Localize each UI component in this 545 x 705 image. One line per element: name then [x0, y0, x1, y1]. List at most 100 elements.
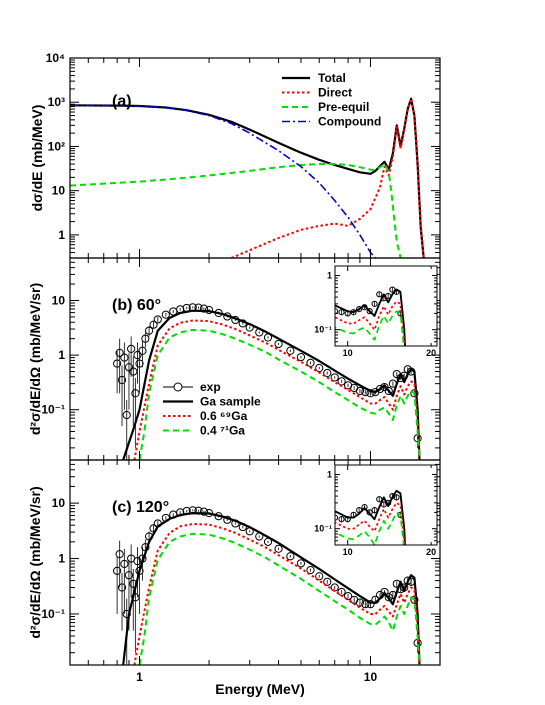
panel-a-y-tick-label: 10⁴ [46, 51, 65, 65]
inset-b-data-point [356, 306, 363, 313]
panel-b-y-tick-label: 10 [52, 293, 66, 307]
panel-a-tag: (a) [112, 93, 132, 110]
panel-a: 1 10 10² 10³ 10⁴ (a) dσ/dE (mb/MeV) TotalDirect… [29, 51, 441, 259]
panel-a-y-axis-title: dσ/dE (mb/MeV) [29, 105, 45, 212]
panel-b-data-point [117, 375, 127, 385]
inset-b-data-point [371, 300, 378, 307]
panel-c-data-point [343, 592, 353, 601]
inset-x-tick-label: 20 [426, 547, 436, 557]
panel-b-data-point [323, 368, 332, 378]
panel-c-data-point [117, 583, 127, 592]
panel-a-y-tick-label: 10³ [48, 95, 65, 109]
panel-c-data-point [306, 565, 315, 575]
panel-b-y-tick-label: 1 [58, 348, 65, 362]
panel-c-inset: 10 20 1 10⁻¹ [314, 464, 438, 557]
inset-b-data-point [366, 308, 373, 315]
inset-background [335, 266, 437, 346]
inset-b-series-total-line [335, 288, 406, 346]
panel-c-data-point [124, 571, 134, 580]
panel-b-series-total-line [122, 309, 421, 460]
panel-a-y-tick-label: 10² [48, 139, 65, 153]
legend-label-exp: exp [200, 380, 221, 394]
panel-b-y-axis-title: d²σ/dE/dΩ (mb/MeV/sr) [27, 283, 43, 435]
panel-b-series-preequil-line [138, 328, 421, 460]
panel-b-data-point [124, 363, 134, 372]
inset-y-tick-label: 10⁻¹ [314, 524, 332, 534]
legend-label-direct: Direct [318, 86, 352, 100]
inset-x-tick-label: 10 [343, 348, 353, 358]
inset-c-data-point [361, 504, 368, 511]
panel-c-y-axis-title: d²σ/dE/dΩ (mb/MeV/sr) [27, 486, 43, 638]
panel-b-y-tick-label: 10⁻¹ [41, 403, 65, 417]
panel-b-data-point [153, 315, 162, 324]
inset-b-series-preequil-line [335, 310, 405, 346]
inset-x-tick-label: 20 [426, 348, 436, 358]
inset-x-tick-label: 10 [343, 547, 353, 557]
panel-c-data-point [113, 566, 122, 575]
panel-c-data-point [296, 559, 306, 568]
panel-a-series-compound-line [70, 104, 376, 258]
panel-b: 10⁻¹ 1 10 (b) 60° d²σ/dE/dΩ (mb/MeV/sr) expGa… [27, 257, 441, 461]
panel-b-data-point [115, 348, 124, 357]
panel-c-data-point [274, 544, 283, 553]
panel-b-data-point [138, 346, 147, 355]
inset-c-data-point [376, 496, 383, 503]
legend-label-total: Total [318, 71, 346, 85]
panel-b-data-point [127, 344, 136, 353]
panel-b-data-point [286, 346, 295, 355]
panel-b-data-point [355, 386, 365, 396]
panel-c-series-preequil-line [138, 532, 421, 665]
x-tick-label: 1 [136, 670, 143, 684]
panel-c-data-point [120, 559, 129, 569]
panel-c-y-tick-label: 1 [58, 552, 65, 566]
panel-a-series-direct-line [231, 97, 425, 258]
panel-c-frame [69, 459, 441, 666]
panel-c-data-point [115, 550, 124, 559]
panel-c-data-point [323, 577, 332, 586]
x-axis-title: Energy (MeV) [215, 681, 304, 697]
legend-label-preequil: 0.4 ⁷¹Ga [200, 424, 245, 438]
panel-b-data-point [120, 353, 129, 362]
panel-b-data-point [161, 310, 170, 319]
inset-y-tick-label: 10⁻¹ [314, 325, 332, 335]
panel-b-data-point [337, 377, 346, 386]
inset-b-series-direct-line [335, 300, 406, 346]
panel-b-series-direct-line [133, 319, 421, 460]
inset-y-tick-label: 1 [327, 470, 332, 480]
panel-b-data-point [199, 304, 209, 313]
panel-c-data-point [380, 587, 389, 597]
panel-b-data-point [149, 320, 158, 329]
legend-label-direct: 0.6 ⁶⁹Ga [200, 409, 248, 423]
panel-c-y-tick-label: 10⁻¹ [41, 607, 65, 621]
panel-a-y-tick-label: 10 [52, 184, 66, 198]
inset-c-series-total-line [335, 489, 406, 545]
panel-b-data-point [274, 339, 283, 349]
panel-b-data-point [113, 359, 122, 368]
inset-c-data-point [393, 494, 400, 501]
panel-c-data-point [315, 572, 324, 581]
panel-c-data-point [286, 552, 295, 561]
panel-b-data-point [384, 386, 393, 396]
panel-b-data-point [135, 359, 144, 368]
panel-b-data-point [330, 373, 339, 382]
x-tick-label: 10 [364, 670, 378, 684]
panel-b-data-point [144, 326, 154, 335]
inset-b-data-point [338, 309, 345, 316]
inset-y-tick-label: 1 [327, 271, 332, 281]
inset-b-data-point [335, 308, 339, 315]
inset-c-data-point [335, 514, 339, 521]
inset-c-data-point [338, 516, 345, 523]
legend-label-compound: Compound [318, 115, 381, 129]
panel-b-data-point [129, 367, 138, 376]
panel-c-data-point [355, 598, 365, 607]
inset-b-data-point [376, 291, 383, 298]
panel-c-y-tick-label: 10 [52, 496, 66, 510]
panel-c-data-point [122, 609, 131, 619]
legend-swatch-exp [173, 382, 183, 392]
panel-c-data-point [366, 600, 375, 609]
panel-c-tag: (c) 120° [112, 499, 169, 516]
panel-b-tag: (b) 60° [112, 297, 161, 314]
